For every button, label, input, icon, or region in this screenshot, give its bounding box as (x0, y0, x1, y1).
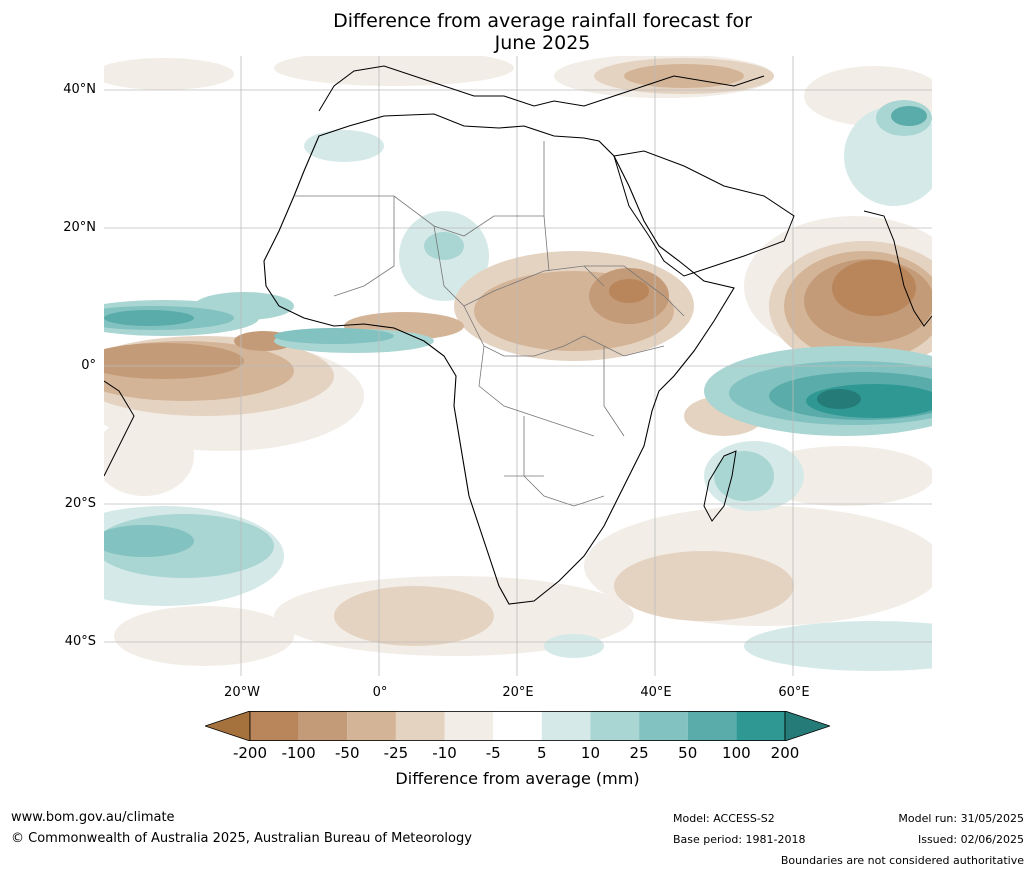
india-coastline (863, 210, 932, 327)
rainfall-anomaly-map (104, 56, 932, 676)
colorbar-segment (639, 711, 688, 741)
footer-website: www.bom.gov.au/climate (11, 810, 175, 825)
colorbar-segment (736, 711, 785, 741)
colorbar-extend-high (784, 711, 830, 741)
lon-label-20e: 20°E (502, 685, 534, 700)
colorbar-segment (298, 711, 348, 741)
lon-label-40e: 40°E (640, 685, 672, 700)
colorbar-tick-label: -100 (281, 744, 316, 762)
title-line-2: June 2025 (494, 32, 591, 54)
footer-base-period: Base period: 1981-2018 (673, 833, 806, 846)
colorbar-tick-label: -5 (485, 744, 501, 762)
madagascar-coastline (703, 450, 737, 522)
dark-brown-patches (609, 260, 916, 316)
footer-issued: Issued: 02/06/2025 (917, 833, 1024, 846)
colorbar-segment (347, 711, 396, 741)
colorbar-tick-label: -10 (432, 744, 457, 762)
colorbar-tick-label: 50 (678, 744, 698, 762)
country-borders (294, 141, 685, 507)
arabian-coastline (613, 150, 795, 277)
colorbar-tick-label: 25 (629, 744, 649, 762)
lat-label-0: 0° (81, 358, 96, 373)
south-america-coastline (104, 380, 135, 477)
colorbar-tick-label: 5 (537, 744, 547, 762)
lon-label-60e: 60°E (778, 685, 810, 700)
footer-disclaimer: Boundaries are not considered authoritat… (780, 854, 1024, 867)
darkest-teal-bands (817, 389, 861, 409)
lat-label-40s: 40°S (64, 634, 96, 649)
colorbar-segment (395, 711, 445, 741)
footer-copyright: © Commonwealth of Australia 2025, Austra… (11, 831, 472, 846)
colorbar-tick-label: -200 (232, 744, 268, 762)
colorbar-tick-label: 100 (722, 744, 751, 762)
lon-label-20w: 20°W (224, 685, 260, 700)
colorbar-segment (444, 711, 494, 741)
footer-model-run: Model run: 31/05/2025 (898, 812, 1024, 825)
colorbar-segment (687, 711, 737, 741)
colorbar-segment (250, 711, 299, 741)
colorbar-segment (590, 711, 640, 741)
colorbar-tick-label: -25 (383, 744, 409, 762)
colorbar-segment (541, 711, 591, 741)
europe-coastline (318, 65, 765, 112)
colorbar-tick-label: 200 (770, 744, 800, 762)
africa-coastline (263, 113, 735, 605)
lat-label-40n: 40°N (63, 82, 96, 97)
lon-label-0: 0° (372, 685, 388, 700)
colorbar-tick-label: -50 (335, 744, 360, 762)
colorbar-tick-label: 10 (580, 744, 600, 762)
colorbar-title: Difference from average (mm) (395, 769, 640, 788)
title-line-1: Difference from average rainfall forecas… (333, 10, 752, 32)
graticule (104, 56, 932, 676)
lat-label-20n: 20°N (63, 220, 96, 235)
colorbar-segment (493, 711, 542, 741)
map-title: Difference from average rainfall forecas… (0, 10, 1035, 54)
colorbar (205, 711, 830, 741)
colorbar-extend-low (205, 711, 251, 741)
lat-label-20s: 20°S (64, 496, 96, 511)
footer-model: Model: ACCESS-S2 (673, 812, 775, 825)
